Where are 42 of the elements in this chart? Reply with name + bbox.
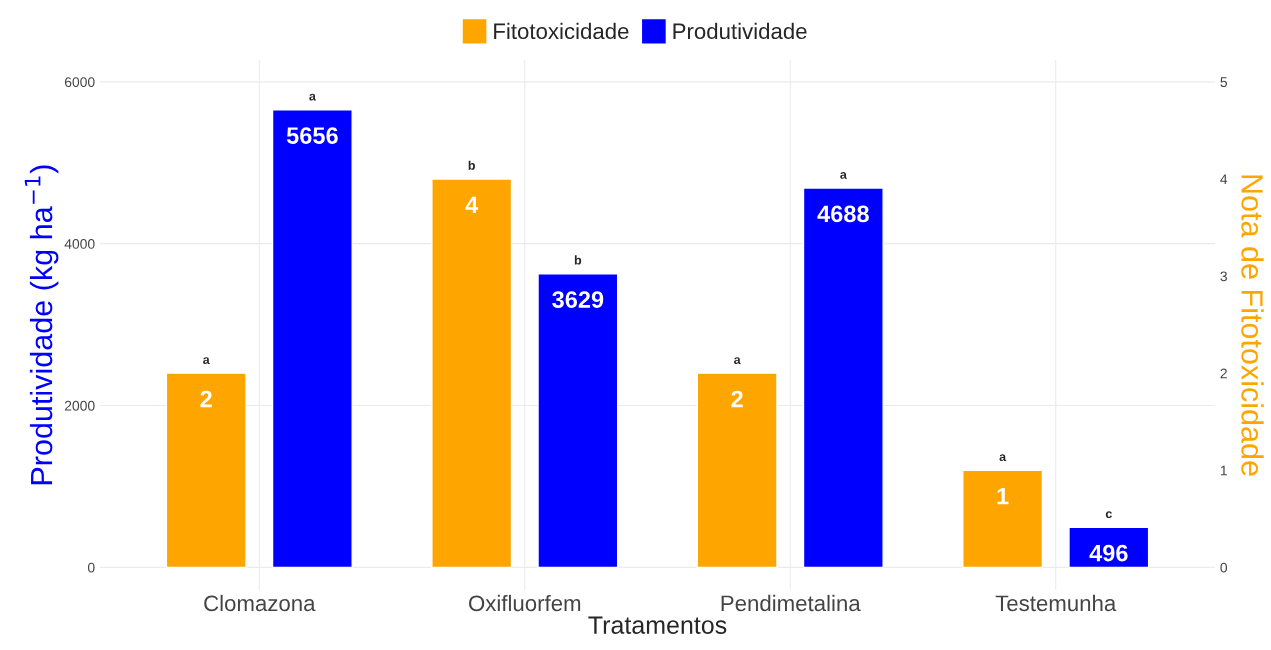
data-label: 496	[1089, 544, 1128, 562]
y-axis-title: Produtividade (kg ha$^{−1}$)	[24, 165, 59, 485]
y-tick-label: 6000	[64, 77, 95, 88]
annotation: a	[203, 357, 210, 365]
annotation: b	[468, 160, 475, 170]
annotation: a	[840, 172, 847, 179]
y2-tick-label: 5	[1220, 77, 1227, 88]
x-tick-label: Pendimetalina	[721, 594, 861, 612]
bar	[431, 178, 513, 569]
data-label: 5656	[286, 127, 338, 144]
y2-tick-label: 1	[1220, 465, 1227, 476]
bar	[802, 187, 884, 569]
y2-tick-label: 2	[1220, 368, 1227, 379]
data-label: 3629	[552, 291, 604, 308]
y2-axis-title: Nota de Fitotoxicidade	[1241, 175, 1264, 476]
bar	[962, 469, 1044, 569]
x-axis-title: Tratamentos	[588, 616, 727, 634]
annotation: a	[309, 93, 316, 101]
annotation: c	[1105, 511, 1112, 519]
x-tick-label: Clomazona	[204, 594, 316, 612]
bar	[165, 372, 247, 569]
data-label: 2	[200, 390, 212, 408]
bar	[271, 108, 353, 569]
legend-label: Produtividade	[673, 22, 807, 40]
bar	[696, 372, 778, 569]
y2-tick-label: 4	[1220, 174, 1228, 184]
y-tick-label: 0	[87, 562, 95, 573]
annotation: a	[734, 357, 741, 365]
y-tick-label: 2000	[64, 400, 95, 411]
y-tick-label: 4000	[64, 239, 95, 249]
y2-tick-label: 3	[1220, 271, 1227, 282]
y2-tick-label: 0	[1220, 562, 1228, 573]
bar	[537, 273, 619, 569]
annotation: b	[574, 255, 582, 265]
x-tick-label: Testemunha	[995, 594, 1117, 612]
data-label: 4688	[817, 205, 869, 223]
data-label: 2	[731, 390, 743, 408]
x-tick-label: Oxifluorfem	[469, 594, 581, 612]
legend-label: Fitotoxicidade	[494, 22, 629, 40]
annotation: a	[999, 454, 1007, 462]
data-label: 4	[465, 196, 479, 213]
data-label: 1	[997, 488, 1009, 505]
